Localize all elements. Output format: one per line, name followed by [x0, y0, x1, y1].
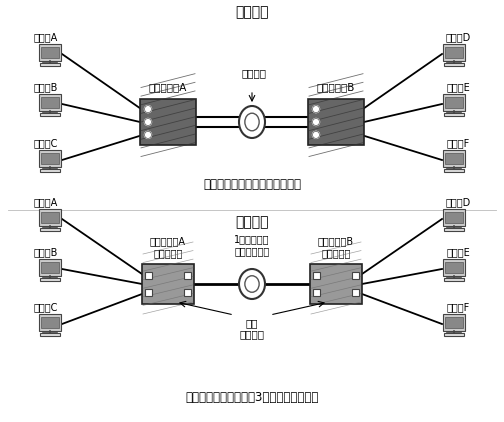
Bar [445, 279, 464, 281]
Bar [40, 333, 59, 336]
Bar [443, 44, 465, 61]
Text: 两条电路: 两条电路 [241, 68, 267, 78]
Circle shape [312, 131, 320, 138]
Bar [445, 262, 463, 273]
Text: 计算机A: 计算机A [34, 197, 58, 207]
Bar [313, 272, 320, 279]
Bar [445, 317, 463, 328]
Bar [142, 264, 194, 304]
Bar [352, 289, 359, 296]
Bar [39, 150, 61, 167]
Bar [443, 314, 465, 330]
Bar [40, 228, 59, 231]
Text: 分组交换机B
（路由器）: 分组交换机B （路由器） [318, 236, 354, 258]
Circle shape [145, 119, 152, 125]
Text: 计算机D: 计算机D [446, 32, 471, 42]
Bar [39, 44, 61, 61]
Bar [443, 95, 465, 111]
Bar [41, 47, 59, 58]
Bar [313, 289, 320, 296]
Text: 分组交换机A
（路由器）: 分组交换机A （路由器） [150, 236, 186, 258]
Text: 电路交换: 电路交换 [235, 5, 269, 19]
Bar [308, 99, 364, 145]
Ellipse shape [239, 106, 265, 138]
Bar [445, 63, 464, 66]
Text: 计算机B: 计算机B [34, 82, 58, 92]
Bar [40, 114, 59, 116]
Text: 分组交换: 分组交换 [235, 215, 269, 229]
Circle shape [312, 119, 320, 125]
Text: 计算机C: 计算机C [34, 138, 58, 148]
Text: 计算机A: 计算机A [34, 32, 58, 42]
Bar [184, 289, 191, 296]
Bar [445, 169, 464, 172]
Bar [40, 279, 59, 281]
Ellipse shape [245, 113, 259, 131]
Bar [184, 272, 191, 279]
Bar [145, 272, 152, 279]
Circle shape [145, 106, 152, 113]
Bar [39, 209, 61, 226]
Circle shape [145, 131, 152, 138]
Bar [39, 314, 61, 330]
Bar [445, 153, 463, 164]
Bar [352, 272, 359, 279]
Bar [40, 63, 59, 66]
Text: 1条通信线路
（线路共享）: 1条通信线路 （线路共享） [234, 234, 270, 256]
Text: 计算机E: 计算机E [446, 82, 470, 92]
Text: 电路交换机B: 电路交换机B [317, 82, 355, 92]
Text: 计算机E: 计算机E [446, 247, 470, 257]
Bar [39, 260, 61, 276]
Bar [445, 228, 464, 231]
Bar [443, 150, 465, 167]
Bar [445, 212, 463, 223]
Bar [140, 99, 196, 145]
Ellipse shape [245, 276, 259, 292]
Text: 最多只能有两个用户同时通信。: 最多只能有两个用户同时通信。 [203, 178, 301, 190]
Bar [145, 289, 152, 296]
Bar [445, 97, 463, 108]
Text: 通过线路共享，可以让3个用户同时通信。: 通过线路共享，可以让3个用户同时通信。 [185, 391, 319, 404]
Text: 电路交换机A: 电路交换机A [149, 82, 187, 92]
Bar [445, 47, 463, 58]
Text: 计算机F: 计算机F [447, 302, 470, 312]
Bar [443, 260, 465, 276]
Ellipse shape [239, 269, 265, 299]
Bar [445, 333, 464, 336]
Text: 计算机D: 计算机D [446, 197, 471, 207]
Bar [39, 95, 61, 111]
Text: 缓存
（队列）: 缓存 （队列） [239, 318, 265, 340]
Bar [445, 114, 464, 116]
Bar [41, 262, 59, 273]
Text: 计算机B: 计算机B [34, 247, 58, 257]
Bar [40, 169, 59, 172]
Bar [310, 264, 362, 304]
Bar [41, 317, 59, 328]
Bar [41, 97, 59, 108]
Text: 计算机F: 计算机F [447, 138, 470, 148]
Bar [41, 212, 59, 223]
Text: 计算机C: 计算机C [34, 302, 58, 312]
Bar [443, 209, 465, 226]
Circle shape [312, 106, 320, 113]
Bar [41, 153, 59, 164]
